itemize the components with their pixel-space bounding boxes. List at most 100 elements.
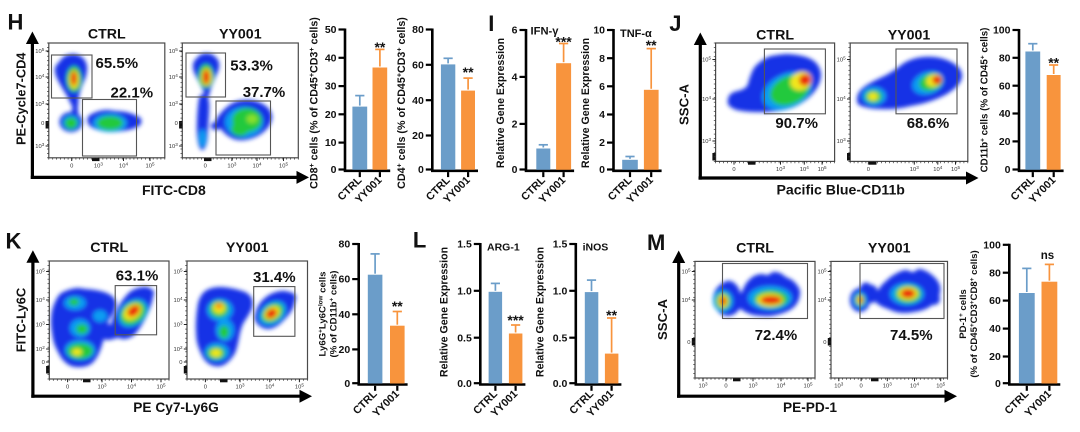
svg-text:6: 6 — [599, 81, 605, 93]
svg-text:105: 105 — [936, 382, 945, 390]
svg-text:104: 104 — [119, 161, 128, 169]
svg-text:104: 104 — [265, 383, 274, 391]
svg-text:68.6%: 68.6% — [907, 115, 950, 132]
svg-text:**: ** — [392, 298, 403, 314]
svg-text:105: 105 — [36, 268, 45, 276]
svg-text:53.3%: 53.3% — [230, 58, 273, 75]
svg-text:0.0: 0.0 — [457, 378, 472, 390]
svg-text:K: K — [6, 229, 22, 254]
svg-text:FITC-CD8: FITC-CD8 — [142, 182, 206, 198]
svg-text:20: 20 — [325, 109, 337, 121]
svg-text:8: 8 — [599, 53, 605, 65]
svg-text:100: 100 — [983, 239, 1001, 251]
svg-text:0: 0 — [995, 378, 1001, 390]
svg-text:**: ** — [1048, 55, 1059, 71]
svg-text:104: 104 — [173, 296, 182, 304]
svg-text:0.0: 0.0 — [553, 378, 568, 390]
svg-text:104: 104 — [837, 95, 846, 103]
svg-text:CTRL: CTRL — [90, 240, 128, 256]
svg-text:(% of CD11b+ cells): (% of CD11b+ cells) — [328, 271, 339, 358]
svg-text:105: 105 — [173, 268, 182, 276]
svg-text:1.0: 1.0 — [553, 285, 568, 297]
svg-text:CD4+ cells (% of CD45+CD3+ cel: CD4+ cells (% of CD45+CD3+ cells) — [396, 17, 408, 189]
svg-text:0: 0 — [732, 167, 735, 173]
svg-text:60: 60 — [412, 59, 424, 71]
svg-text:H: H — [8, 9, 24, 34]
svg-text:102: 102 — [173, 345, 182, 353]
svg-text:1.0: 1.0 — [457, 285, 472, 297]
svg-text:Relative Gene Expression: Relative Gene Expression — [495, 38, 507, 168]
svg-text:2: 2 — [512, 119, 518, 131]
svg-text:104: 104 — [252, 161, 261, 169]
svg-text:30: 30 — [325, 81, 337, 93]
svg-text:105: 105 — [169, 47, 178, 55]
svg-text:0: 0 — [175, 121, 178, 127]
svg-text:60: 60 — [339, 274, 351, 286]
svg-text:iNOS: iNOS — [583, 242, 609, 254]
svg-text:FITC-Ly6C: FITC-Ly6C — [14, 287, 29, 352]
svg-text:ns: ns — [1041, 250, 1054, 262]
svg-text:104: 104 — [127, 383, 136, 391]
svg-text:20: 20 — [339, 344, 351, 356]
svg-text:103: 103 — [35, 100, 44, 108]
svg-text:PE-PD-1: PE-PD-1 — [783, 400, 837, 415]
svg-text:80: 80 — [339, 239, 351, 251]
svg-text:40: 40 — [989, 323, 1001, 335]
svg-text:103: 103 — [837, 137, 846, 145]
svg-text:Pacific Blue-CD11b: Pacific Blue-CD11b — [776, 182, 905, 198]
svg-text:104: 104 — [35, 73, 44, 81]
svg-text:0: 0 — [512, 164, 518, 176]
svg-text:103: 103 — [910, 165, 919, 173]
svg-text:90.7%: 90.7% — [775, 115, 818, 132]
svg-text:ARG-1: ARG-1 — [487, 242, 520, 254]
svg-text:10: 10 — [593, 25, 605, 37]
svg-text:**: ** — [374, 39, 385, 55]
svg-text:M: M — [647, 230, 665, 255]
svg-text:IFN-γ: IFN-γ — [531, 26, 560, 38]
svg-text:103: 103 — [235, 383, 244, 391]
svg-text:103: 103 — [227, 161, 236, 169]
svg-text:105: 105 — [295, 383, 304, 391]
svg-text:CTRL: CTRL — [756, 28, 794, 44]
svg-text:I: I — [488, 11, 494, 36]
svg-text:Relative Gene Expression: Relative Gene Expression — [439, 247, 451, 377]
svg-text:60: 60 — [999, 80, 1011, 92]
svg-text:37.7%: 37.7% — [243, 84, 286, 101]
svg-text:CD8+ cells (% of CD45+CD3+ cel: CD8+ cells (% of CD45+CD3+ cells) — [308, 17, 320, 189]
svg-text:**: ** — [646, 37, 657, 53]
svg-text:0: 0 — [179, 360, 182, 366]
svg-text:0: 0 — [867, 167, 870, 173]
svg-text:Relative Gene Expression: Relative Gene Expression — [580, 38, 592, 168]
svg-text:104: 104 — [910, 382, 919, 390]
svg-text:Ly6G+Ly6Clow cells: Ly6G+Ly6Clow cells — [317, 272, 328, 357]
svg-text:105: 105 — [702, 56, 711, 64]
svg-text:40: 40 — [339, 309, 351, 321]
svg-text:***: *** — [507, 312, 524, 328]
svg-text:20: 20 — [989, 351, 1001, 363]
svg-text:2: 2 — [599, 137, 605, 149]
svg-text:20: 20 — [412, 130, 424, 142]
svg-text:0: 0 — [823, 340, 826, 346]
svg-text:0.5: 0.5 — [553, 332, 568, 344]
svg-text:YY001: YY001 — [226, 240, 269, 256]
svg-text:0: 0 — [204, 385, 207, 391]
svg-text:YY001: YY001 — [888, 28, 931, 44]
svg-text:1.5: 1.5 — [457, 239, 472, 251]
svg-text:0: 0 — [42, 360, 45, 366]
svg-text:50: 50 — [325, 24, 337, 36]
svg-text:10: 10 — [325, 137, 337, 149]
svg-text:105: 105 — [818, 165, 827, 173]
svg-text:CTRL: CTRL — [88, 27, 126, 43]
svg-text:31.4%: 31.4% — [253, 269, 296, 286]
svg-text:0: 0 — [66, 385, 69, 391]
svg-text:103: 103 — [702, 137, 711, 145]
svg-text:104: 104 — [681, 296, 690, 304]
svg-text:PD-1+ cells: PD-1+ cells — [958, 289, 969, 339]
svg-text:74.5%: 74.5% — [890, 327, 933, 344]
svg-text:105: 105 — [145, 161, 154, 169]
svg-text:103: 103 — [698, 382, 707, 390]
svg-text:0: 0 — [70, 163, 73, 169]
svg-text:1.5: 1.5 — [553, 239, 568, 251]
svg-text:63.1%: 63.1% — [116, 268, 159, 285]
svg-text:SSC-A: SSC-A — [677, 84, 692, 126]
